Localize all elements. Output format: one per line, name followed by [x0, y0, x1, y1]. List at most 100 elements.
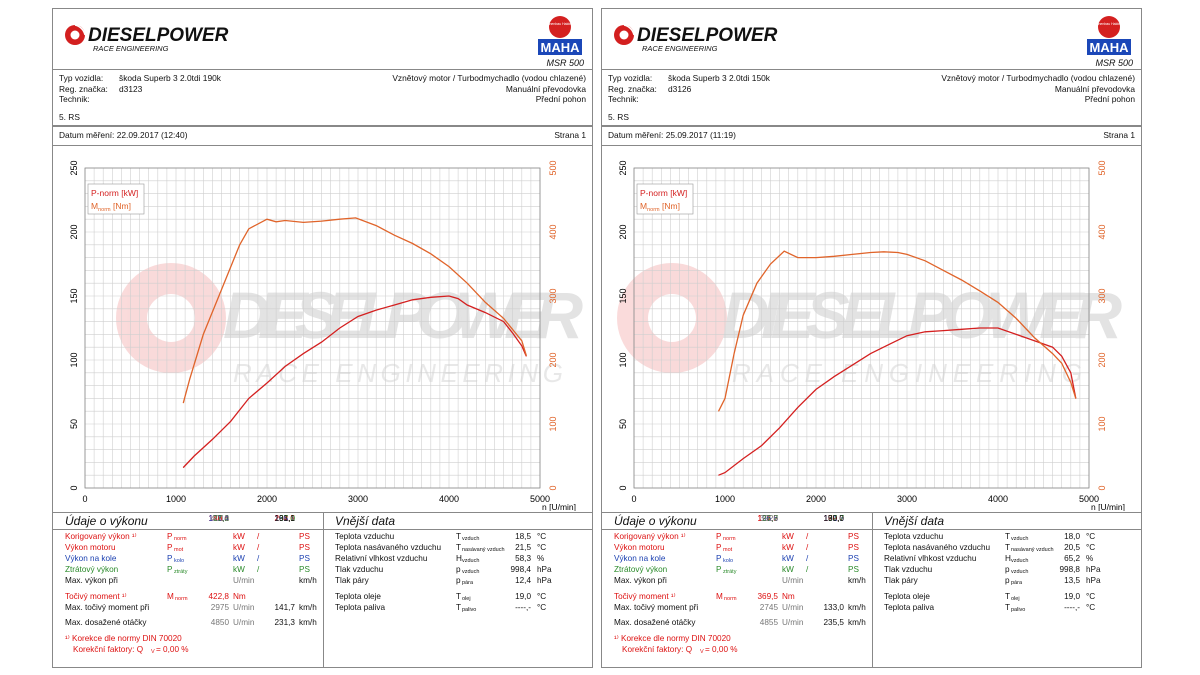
data-point: [1075, 398, 1077, 399]
data-point: [284, 366, 286, 367]
power-row-unit1: kW: [782, 532, 794, 541]
power-row-value2: 202,0: [274, 514, 296, 523]
fuel-temp-value: ----,-: [515, 603, 531, 612]
data-point: [521, 340, 523, 342]
data-point: [779, 427, 780, 429]
page-number: Strana 1: [554, 130, 586, 140]
correction-factor-label: Korekční faktory: Q: [622, 645, 693, 654]
power-row-value2: 191,1: [274, 514, 296, 523]
data-point: [1061, 355, 1063, 357]
data-point: [815, 389, 817, 390]
y-left-tick-label: 250: [69, 160, 79, 175]
oil-temp-symbol: T: [456, 592, 462, 601]
rpm-max-value: 4850: [210, 618, 229, 627]
power-row-symbol: P: [167, 554, 173, 563]
env-row-label: Relativní vlhkost vzduchu: [335, 554, 428, 563]
torque-unit: Nm: [782, 592, 795, 601]
data-point: [833, 376, 835, 378]
y-right-tick-label: 100: [1097, 416, 1107, 431]
x-tick-label: 2000: [257, 494, 277, 504]
power-row-unit1: U/min: [233, 576, 255, 585]
y-left-tick-label: 200: [69, 224, 79, 239]
y-left-tick-label: 100: [69, 352, 79, 367]
data-point: [1015, 334, 1017, 335]
torque-symbol: M: [716, 592, 723, 601]
data-point: [503, 318, 504, 319]
logo-text: DIESELPOWER: [637, 25, 778, 46]
watermark-logo-icon: [617, 263, 727, 373]
measurement-date: Datum měření: 22.09.2017 (12:40): [59, 130, 188, 140]
y-left-tick-label: 200: [618, 224, 628, 239]
data-point: [503, 321, 504, 322]
power-row-label: Max. výkon při: [614, 576, 667, 585]
data-point: [248, 228, 250, 230]
data-point: [888, 344, 890, 346]
env-row-symbol-sub: nasávaný vzduch: [462, 547, 505, 553]
data-point: [733, 353, 735, 354]
page-number: Strana 1: [1103, 130, 1135, 140]
power-row-value1: 148,6: [208, 514, 230, 523]
data-point: [239, 244, 241, 246]
torque-at-rpm-unit: U/min: [233, 603, 255, 612]
vehicle-type-value: škoda Superb 3 2.0tdi 190k: [119, 73, 221, 83]
y-right-tick-label: 200: [548, 352, 558, 367]
env-row-value: 998,8: [1059, 565, 1081, 574]
env-row-symbol-sub: vzduch: [1011, 558, 1029, 564]
y-left-tick-label: 0: [69, 485, 79, 490]
data-point: [870, 353, 871, 354]
fuel-temp-label: Teplota paliva: [884, 603, 935, 612]
y-left-tick-label: 0: [618, 485, 628, 490]
rpm-max-unit: U/min: [782, 618, 804, 627]
data-point: [943, 270, 944, 271]
data-point: [521, 345, 523, 347]
rpm-max-label: Max. dosažené otáčky: [614, 618, 696, 627]
torque-at-label: Max. točivý moment při: [65, 603, 150, 612]
data-point: [943, 330, 944, 331]
torque-label: Točivý moment ¹⁾: [65, 592, 127, 601]
fuel-temp-symbol-sub: palivo: [462, 607, 477, 613]
env-row-value: 18,0: [1064, 532, 1080, 541]
x-tick-label: 2000: [806, 494, 826, 504]
x-axis-label: n [U/min]: [542, 502, 576, 511]
env-table-title: Vnější data: [884, 514, 945, 528]
logo-subtext: RACE ENGINEERING: [642, 44, 718, 53]
maha-model: MSR 500: [546, 58, 584, 68]
data-point: [394, 304, 395, 306]
oil-temp-symbol: T: [1005, 592, 1011, 601]
data-point: [430, 296, 432, 298]
oil-temp-unit: °C: [537, 592, 547, 601]
power-row-unit2: PS: [848, 554, 859, 563]
env-row-symbol: p: [1005, 565, 1010, 574]
data-point: [284, 220, 286, 221]
env-row-label: Teplota vzduchu: [884, 532, 944, 541]
power-row-value1: 4010: [210, 514, 229, 523]
oil-temp-value: 19,0: [515, 592, 531, 601]
rpm-max-speed: 231,3: [274, 618, 296, 627]
tables-header: Údaje o výkonu Vnější data: [602, 513, 1141, 530]
power-row-unit1: kW: [233, 532, 245, 541]
env-row-symbol: H: [1005, 554, 1011, 563]
data-point: [339, 327, 341, 329]
env-row-symbol-sub: vzduch: [462, 558, 480, 564]
tables-header: Údaje o výkonu Vnější data: [53, 513, 592, 530]
data-point: [448, 266, 450, 267]
fuel-temp-unit: °C: [537, 603, 547, 612]
env-row-value: 65,2: [1064, 554, 1080, 563]
data-point: [339, 218, 341, 220]
data-point: [961, 279, 962, 281]
watermark-logo-icon: [116, 263, 226, 373]
torque-value: 369,5: [757, 592, 779, 601]
din-note: ¹⁾ Korekce dle normy DIN 70020: [614, 634, 731, 643]
maha-text: MAHA: [541, 40, 581, 55]
data-point: [193, 455, 195, 457]
power-row-slash: /: [257, 543, 260, 552]
power-row-unit1: kW: [233, 565, 245, 574]
data-point: [979, 327, 981, 329]
logo-text: DIESELPOWER: [88, 25, 229, 46]
env-table-title: Vnější data: [335, 514, 396, 528]
drive-type: Přední pohon: [535, 94, 586, 104]
run-label: 5. RS: [59, 112, 80, 122]
data-point: [1070, 382, 1072, 383]
